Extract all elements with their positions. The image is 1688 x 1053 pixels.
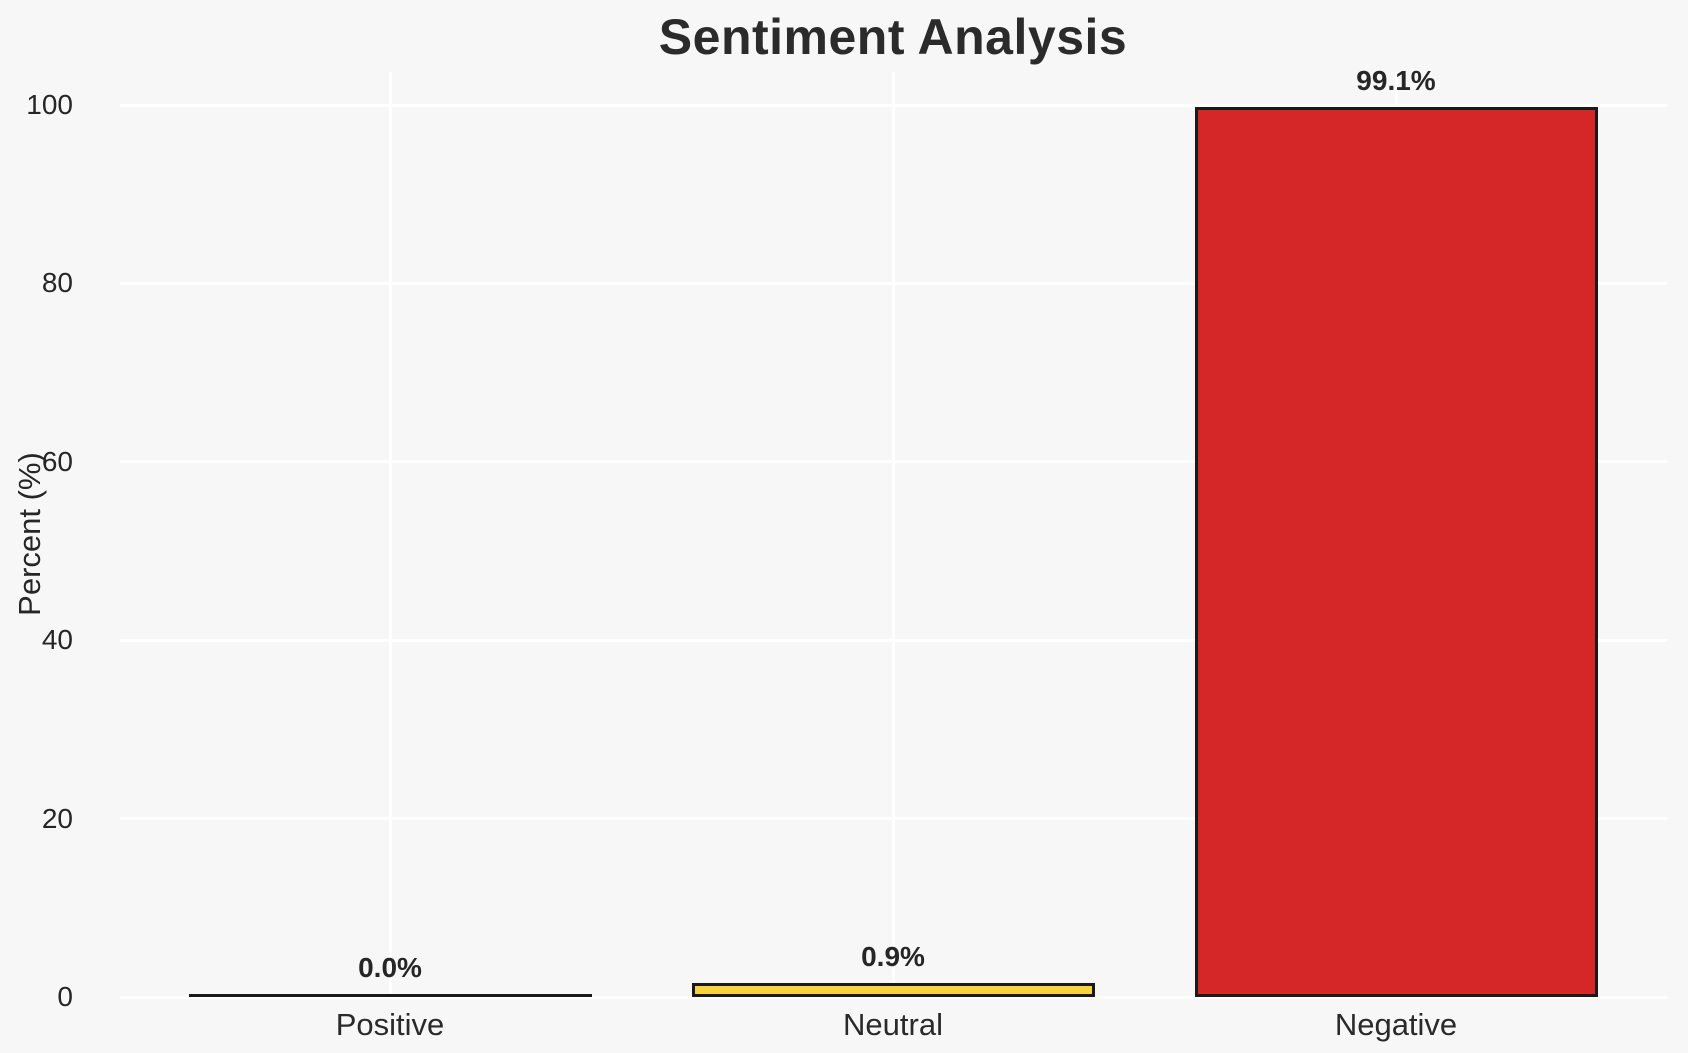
- y-tick-label-100: 100: [26, 89, 73, 120]
- v-gridline-positive: [388, 72, 392, 997]
- bar-positive: [188, 994, 592, 997]
- y-tick-label-40: 40: [41, 624, 73, 656]
- category-label-positive: Positive: [335, 1007, 445, 1042]
- y-tick-label-20: 20: [41, 802, 73, 834]
- category-label-neutral: Neutral: [843, 1007, 943, 1042]
- y-tick-label-60: 60: [41, 445, 73, 477]
- value-label-negative: 99.1%: [1356, 65, 1436, 96]
- v-gridline-neutral: [891, 72, 895, 997]
- chart-title: Sentiment Analysis: [658, 9, 1128, 65]
- value-label-neutral: 0.9%: [861, 941, 925, 972]
- y-tick-label-0: 0: [57, 981, 73, 1012]
- plot-area: 0 20 40 60 80 100 0.0% Positive 0.9% Neutral 99.1%…: [26, 65, 1667, 1042]
- bar-negative: [1194, 107, 1598, 997]
- value-label-positive: 0.0%: [358, 952, 422, 983]
- y-tick-label-80: 80: [41, 267, 73, 299]
- bar-neutral: [691, 983, 1095, 997]
- category-label-negative: Negative: [1334, 1007, 1458, 1042]
- h-gridline-0: [120, 995, 1667, 999]
